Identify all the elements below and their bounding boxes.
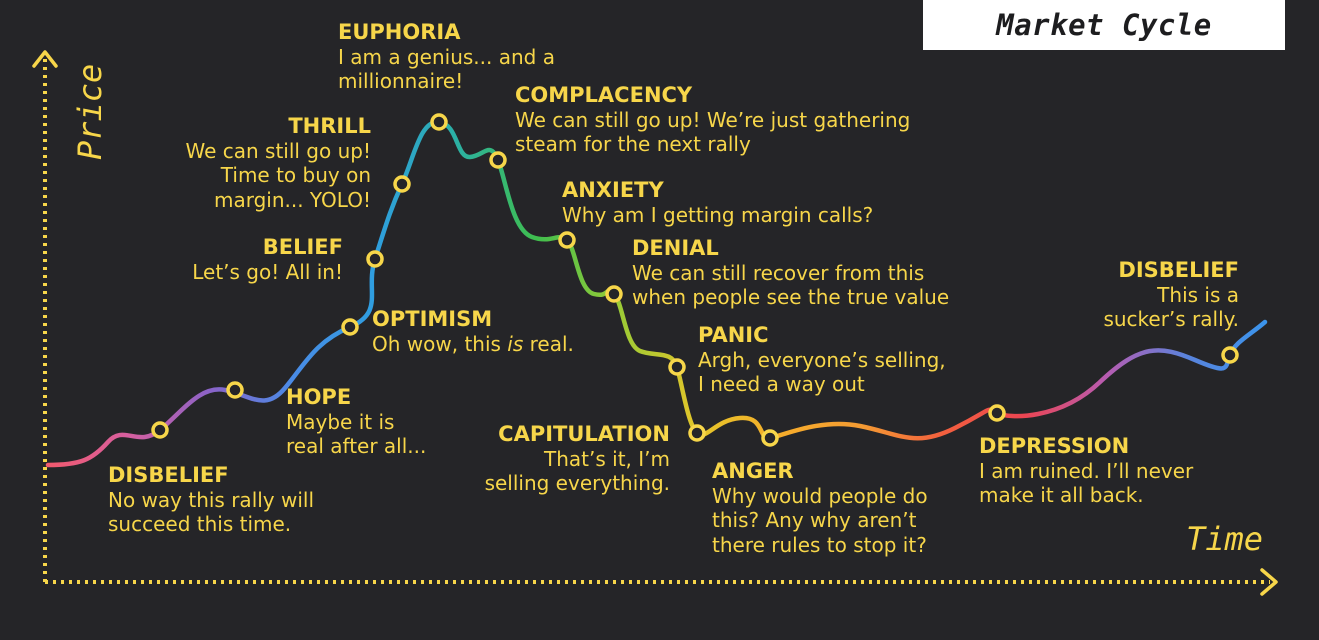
stage-title: PANIC	[698, 323, 769, 347]
stage-title: DISBELIEF	[108, 463, 229, 487]
stage-title: ANXIETY	[562, 178, 664, 202]
stage-label-denial: DENIAL We can still recover from this wh…	[632, 236, 949, 310]
stage-label-capitulation: CAPITULATION That’s it, I’m selling ever…	[485, 422, 670, 496]
stage-title: OPTIMISM	[372, 307, 493, 331]
stage-marker-8	[558, 231, 576, 249]
stage-label-thrill: THRILL We can still go up! Time to buy o…	[185, 114, 371, 212]
stage-marker-3	[341, 318, 359, 336]
y-axis-arrowhead	[32, 50, 58, 68]
stage-text: I am ruined. I’ll never	[979, 458, 1194, 483]
stage-marker-13	[988, 404, 1006, 422]
stage-text: make it all back.	[979, 483, 1144, 507]
stage-title: ANGER	[712, 459, 794, 483]
x-axis-label: Time	[1186, 520, 1264, 558]
stage-text: We can still go up! We’re just gathering	[515, 107, 911, 132]
stage-title: CAPITULATION	[498, 422, 670, 446]
stage-marker-12	[761, 429, 779, 447]
stage-title: COMPLACENCY	[515, 83, 693, 107]
stage-label-euphoria: EUPHORIA I am a genius... and a millionn…	[338, 20, 555, 94]
stage-text: there rules to stop it?	[712, 532, 927, 557]
stage-markers	[151, 113, 1239, 447]
stage-text: We can still go up!	[185, 138, 371, 163]
stage-title: HOPE	[286, 385, 352, 409]
stage-text: millionnaire!	[338, 69, 464, 93]
stage-text: I am a genius... and a	[338, 44, 555, 69]
stage-marker-2	[226, 381, 244, 399]
stage-label-complacency: COMPLACENCY We can still go up! We’re ju…	[515, 83, 910, 157]
stage-label-anxiety: ANXIETY Why am I getting margin calls?	[562, 178, 873, 227]
stage-title: EUPHORIA	[338, 20, 461, 44]
stage-marker-6	[430, 113, 448, 131]
stage-text: this? Any why aren’t	[712, 508, 917, 532]
x-axis-arrowhead	[1260, 568, 1278, 596]
stage-marker-14	[1221, 346, 1239, 364]
stage-title: DENIAL	[632, 236, 719, 260]
stage-text: Why would people do	[712, 483, 928, 508]
stage-text: real after all...	[286, 434, 427, 458]
stage-text: Maybe it is	[286, 409, 395, 434]
stage-text: Let’s go! All in!	[192, 259, 343, 284]
stage-marker-4	[366, 250, 384, 268]
stage-title: THRILL	[288, 114, 371, 138]
stage-marker-1	[151, 421, 169, 439]
stage-text: sucker’s rally.	[1103, 307, 1239, 331]
stage-marker-11	[688, 424, 706, 442]
stage-text: steam for the next rally	[515, 132, 751, 156]
stage-label-belief: BELIEF Let’s go! All in!	[192, 235, 343, 284]
stage-text: margin... YOLO!	[213, 187, 371, 212]
stage-text: succeed this time.	[108, 512, 292, 536]
stage-label-hope: HOPE Maybe it is real after all...	[286, 385, 426, 459]
stage-marker-7	[489, 151, 507, 169]
stage-text: selling everything.	[484, 471, 670, 495]
stage-text: when people see the true value	[632, 285, 950, 309]
stage-label-disbelief-2: DISBELIEF This is a sucker’s rally.	[1103, 258, 1239, 332]
stage-label-depression: DEPRESSION I am ruined. I’ll never make …	[979, 434, 1193, 508]
stage-label-disbelief: DISBELIEF No way this rally will succeed…	[108, 463, 314, 537]
stage-label-optimism: OPTIMISM Oh wow, this is real.	[372, 307, 574, 356]
stage-text: We can still recover from this	[632, 260, 925, 285]
stage-marker-5	[393, 175, 411, 193]
stage-text: I need a way out	[698, 372, 865, 396]
y-axis-label: Price	[71, 63, 109, 160]
stage-text: That’s it, I’m	[544, 446, 670, 471]
title-box: Market Cycle	[923, 0, 1285, 50]
stage-title: DISBELIEF	[1118, 258, 1239, 282]
stage-title: BELIEF	[262, 235, 343, 259]
stage-label-panic: PANIC Argh, everyone’s selling, I need a…	[698, 323, 946, 397]
stage-marker-9	[605, 285, 623, 303]
stage-text: This is a	[1157, 282, 1239, 307]
stage-text: Why am I getting margin calls?	[562, 202, 874, 227]
stage-title: DEPRESSION	[979, 434, 1130, 458]
stage-label-anger: ANGER Why would people do this? Any why …	[712, 459, 928, 557]
stage-text: Time to buy on	[220, 163, 371, 187]
chart-title: Market Cycle	[996, 8, 1212, 42]
stage-marker-10	[668, 358, 686, 376]
stage-text: Argh, everyone’s selling,	[698, 347, 946, 372]
stage-text: No way this rally will	[108, 487, 315, 512]
stage-text: Oh wow, this is real.	[372, 331, 574, 356]
